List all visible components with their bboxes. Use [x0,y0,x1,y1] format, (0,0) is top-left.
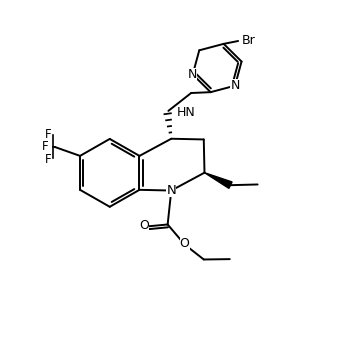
Text: F: F [45,128,52,141]
Text: HN: HN [177,106,195,119]
Text: N: N [166,184,176,197]
Text: O: O [180,237,190,249]
Text: N: N [188,68,197,81]
Text: F: F [45,153,52,166]
Text: F: F [42,140,49,153]
Text: Br: Br [242,35,256,48]
Polygon shape [205,173,232,188]
Text: N: N [230,79,240,92]
Text: O: O [139,219,150,233]
